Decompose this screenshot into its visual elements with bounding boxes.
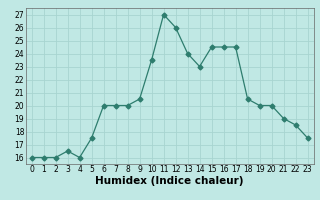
X-axis label: Humidex (Indice chaleur): Humidex (Indice chaleur) [95,176,244,186]
